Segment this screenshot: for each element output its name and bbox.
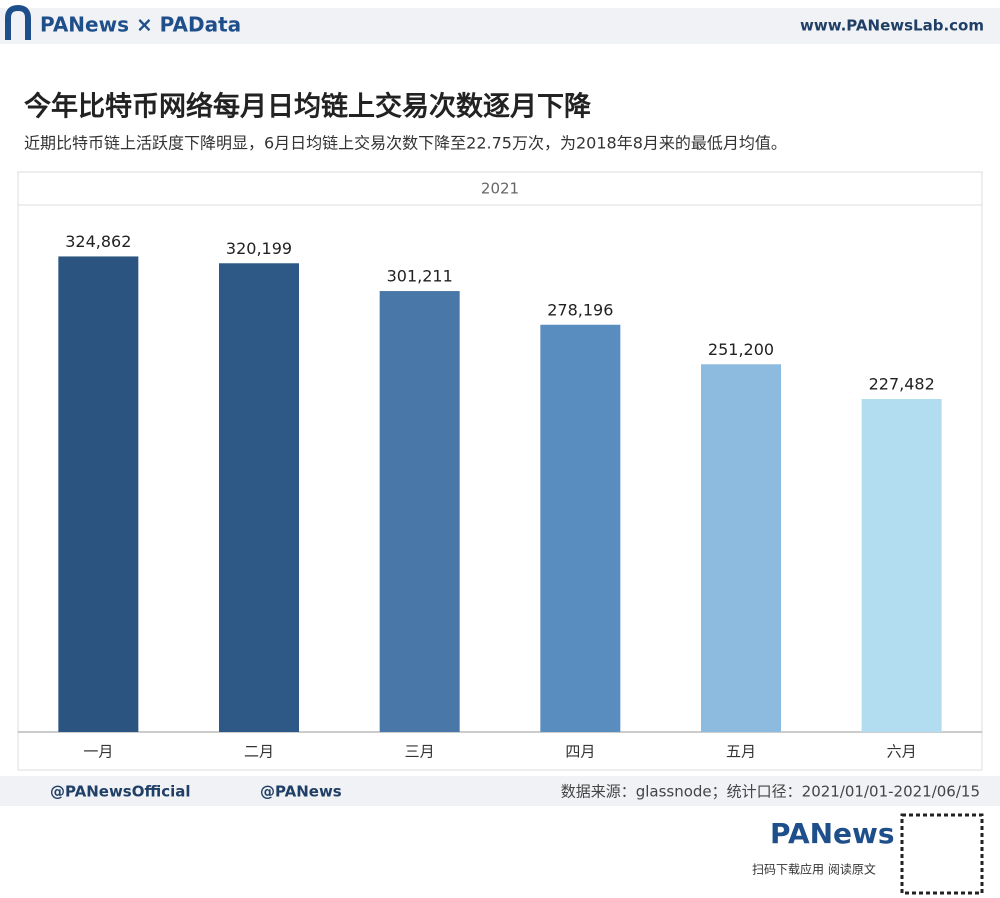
chart-title: 今年比特币网络每月日均链上交易次数逐月下降 (24, 91, 592, 123)
data-label: 301,211 (387, 267, 453, 286)
panel (17, 171, 983, 771)
logo-icon (5, 4, 31, 40)
qr-code (900, 813, 984, 895)
bar (540, 324, 621, 732)
data-label: 251,200 (708, 340, 774, 359)
x-tick-label: 二月 (244, 743, 274, 761)
site-url: www.PANewsLab.com (800, 17, 984, 35)
plot: 一月 324,862 二月 320,199 三月 301,211 四月 278,196 五月 25… (58, 232, 942, 761)
source-note: 数据来源：glassnode；统计口径：2021/01/01-2021/06/1… (561, 783, 980, 801)
x-tick-label: 三月 (405, 743, 435, 761)
footer-logo: PANews (770, 817, 895, 850)
header-bar (0, 8, 1000, 44)
x-tick-label: 五月 (726, 743, 756, 761)
twitter-handle: @PANewsOfficial (50, 783, 191, 801)
weibo-handle: @PANews (260, 783, 342, 801)
x-tick-label: 六月 (887, 743, 917, 761)
data-label: 278,196 (547, 300, 613, 319)
panel-title: 2021 (481, 180, 519, 198)
x-tick-label: 一月 (83, 743, 113, 761)
bar (701, 364, 781, 732)
footer-bar (0, 776, 1000, 806)
chart-subtitle: 近期比特币链上活跃度下降明显，6月日均链上交易次数下降至22.75万次，为201… (24, 134, 787, 153)
bar (58, 256, 139, 732)
bar (379, 291, 460, 732)
data-label: 320,199 (226, 239, 292, 258)
bar (219, 263, 299, 732)
footer-cta: 扫码下载应用 阅读原文 (752, 862, 876, 877)
x-tick-label: 四月 (565, 743, 595, 761)
data-label: 324,862 (65, 232, 131, 251)
bar (861, 398, 942, 732)
data-label: 227,482 (869, 374, 935, 393)
brand: PANews × PAData (40, 13, 241, 37)
